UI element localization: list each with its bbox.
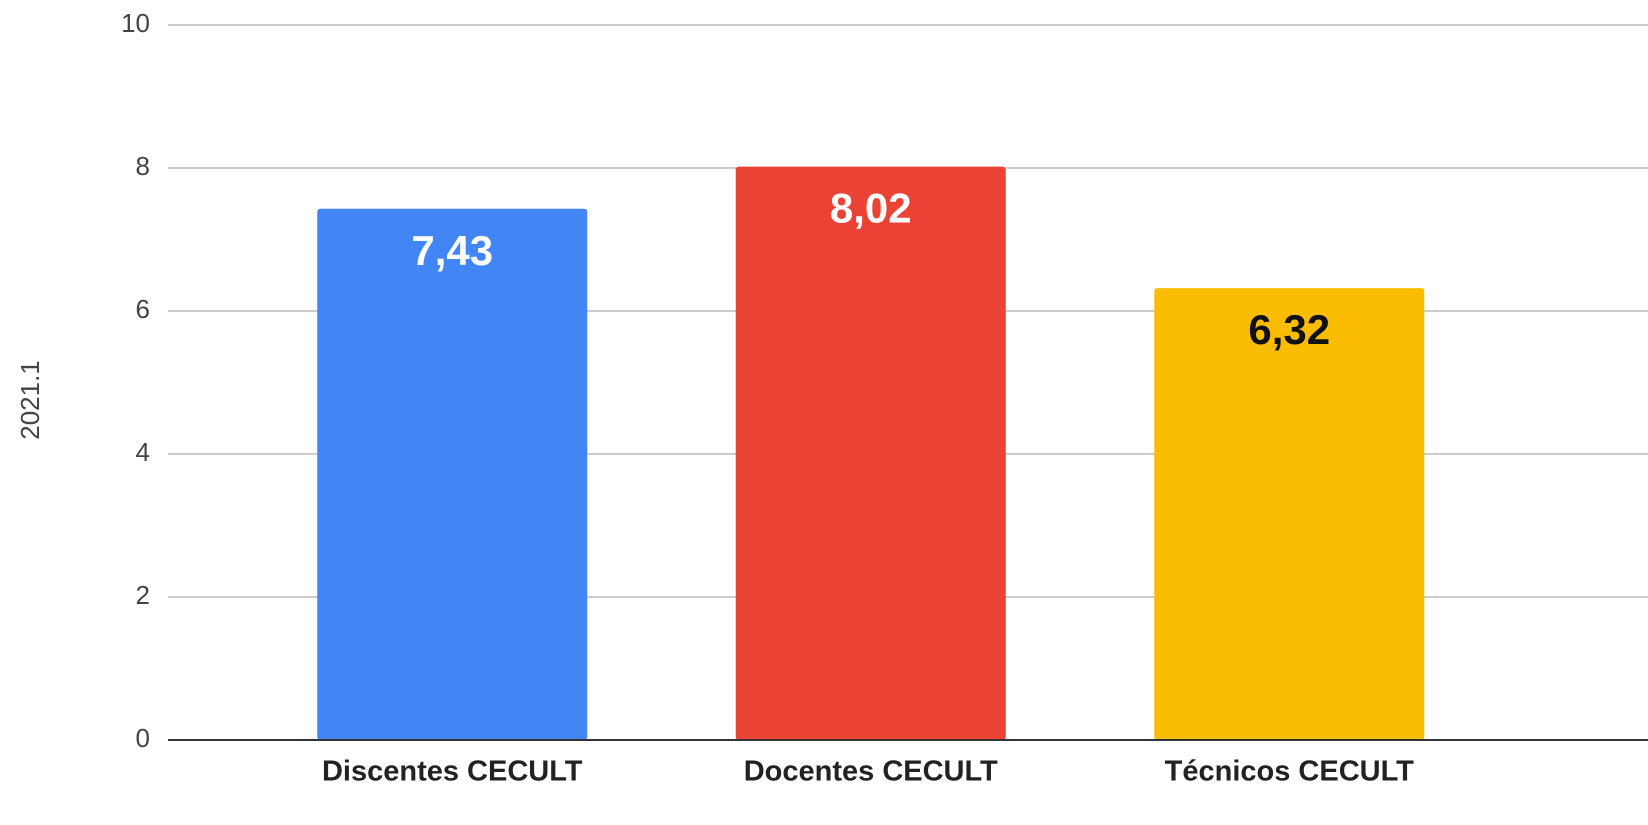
x-tick-label: Técnicos CECULT xyxy=(1165,756,1415,788)
y-tick-label: 8 xyxy=(136,151,150,181)
bar xyxy=(735,166,1006,740)
data-label: 7,43 xyxy=(411,227,493,274)
y-tick-label: 4 xyxy=(136,437,150,467)
y-tick-label: 2 xyxy=(136,580,150,610)
y-axis-title: 2021.1 xyxy=(15,360,45,440)
y-tick-label: 6 xyxy=(136,294,150,324)
y-tick-label: 0 xyxy=(136,723,150,753)
data-label: 8,02 xyxy=(830,185,912,232)
x-tick-label: Docentes CECULT xyxy=(744,756,998,788)
bar xyxy=(317,208,588,740)
y-tick-label: 10 xyxy=(121,8,150,38)
data-label: 6,32 xyxy=(1248,306,1330,353)
bar xyxy=(1154,288,1425,740)
x-tick-label: Discentes CECULT xyxy=(322,756,583,788)
